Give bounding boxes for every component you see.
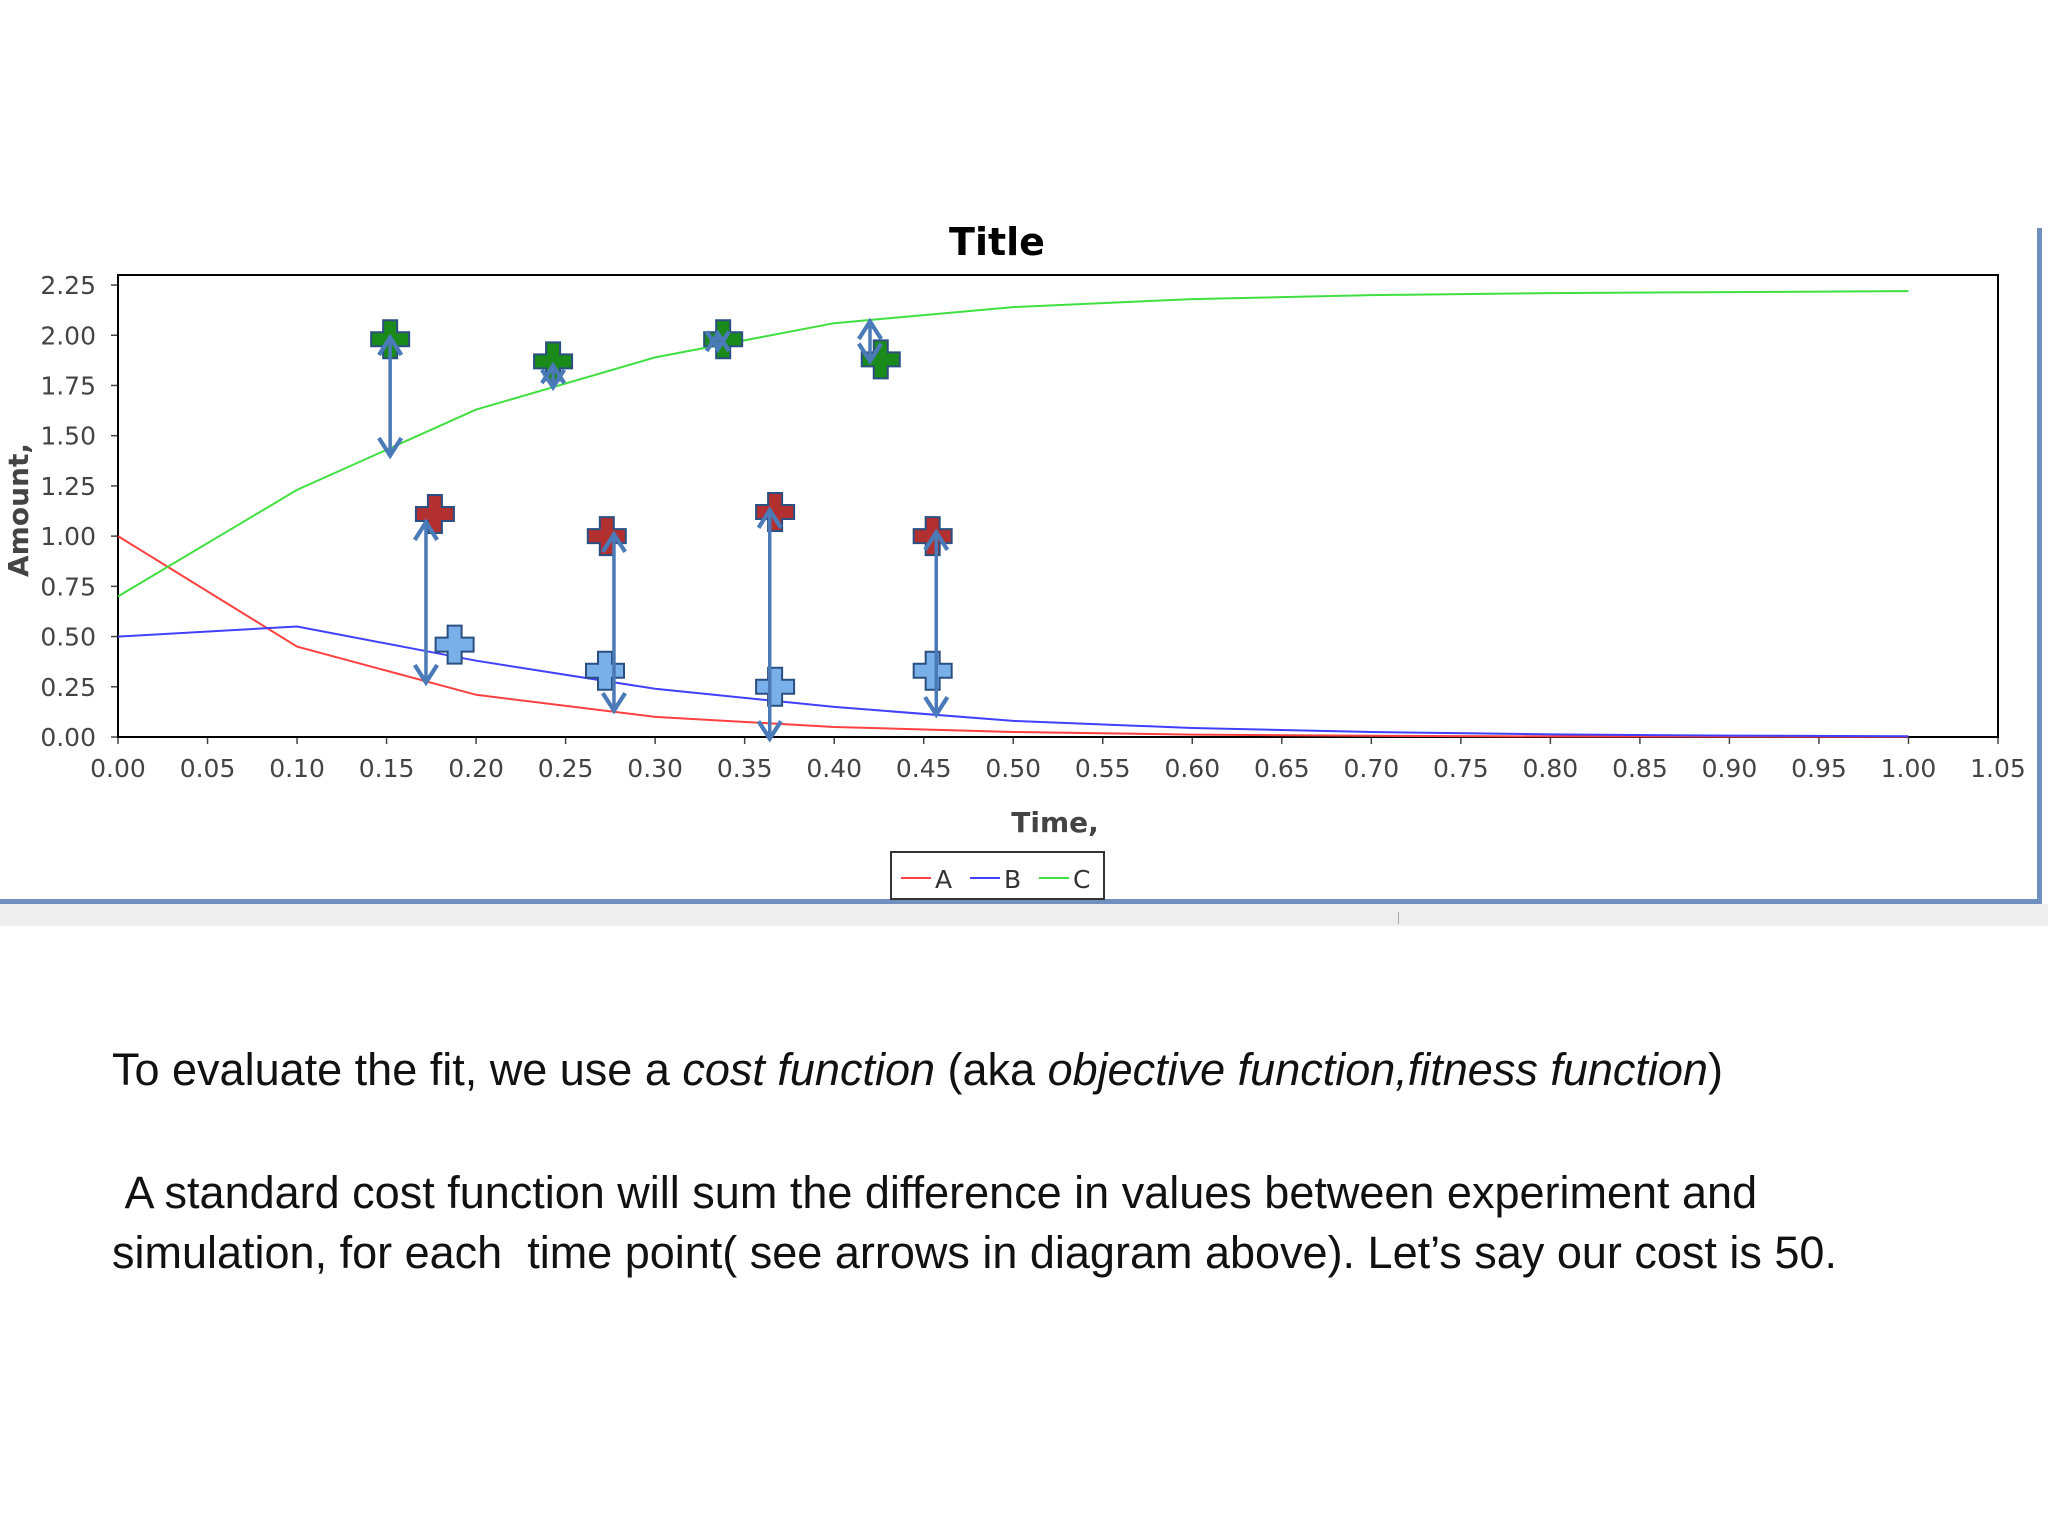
chart-panel-frame [0, 228, 2042, 904]
legend-label-a: A [935, 865, 952, 894]
p1-part-c: (aka [935, 1044, 1048, 1095]
x-tick-label: 0.35 [717, 754, 773, 783]
x-axis-label: Time, [1011, 806, 1099, 839]
y-tick-label: 1.50 [40, 422, 96, 451]
panel-status-strip [0, 904, 2048, 926]
x-tick-label: 0.75 [1433, 754, 1489, 783]
x-tick-label: 0.95 [1791, 754, 1847, 783]
y-tick-label: 0.25 [40, 673, 96, 702]
x-tick-label: 0.60 [1164, 754, 1220, 783]
x-tick-label: 0.00 [90, 754, 146, 783]
p1-part-e: ) [1707, 1044, 1723, 1095]
y-tick-label: 1.75 [40, 371, 96, 400]
chart: Title Amount, Time, 0.00 0.05 0.10 0.15 0.20… [2, 220, 2026, 900]
difference-arrows [377, 317, 950, 743]
x-tick-label: 0.10 [269, 754, 325, 783]
x-tick-label: 0.05 [180, 754, 236, 783]
chart-title: Title [949, 220, 1045, 264]
x-tick-label: 0.80 [1523, 754, 1579, 783]
axis-ticks: 0.00 0.05 0.10 0.15 0.20 0.25 0.30 0.35 0.40 0.45… [40, 271, 2026, 783]
x-tick-label: 0.45 [896, 754, 952, 783]
y-tick-label: 0.75 [40, 572, 96, 601]
data-point-a [414, 494, 455, 535]
x-tick-label: 0.90 [1702, 754, 1758, 783]
series-line-c [117, 290, 1909, 598]
legend: A B C [890, 851, 1105, 900]
x-tick-label: 0.85 [1612, 754, 1668, 783]
y-tick-label: 1.00 [40, 522, 96, 551]
p1-term-objective-function: objective function,fitness function [1047, 1044, 1708, 1095]
y-axis-label: Amount, [2, 443, 35, 577]
legend-label-b: B [1004, 865, 1021, 894]
paragraph-cost-function: To evaluate the fit, we use a cost funct… [112, 1040, 1723, 1100]
y-tick-label: 0.50 [40, 623, 96, 652]
x-tick-label: 0.20 [448, 754, 504, 783]
x-tick-label: 0.65 [1254, 754, 1310, 783]
p1-part-a: To evaluate the fit, we use a [112, 1044, 683, 1095]
x-tick-label: 0.15 [359, 754, 415, 783]
y-tick-label: 1.25 [40, 472, 96, 501]
legend-label-c: C [1073, 865, 1090, 894]
x-tick-label: 0.50 [985, 754, 1041, 783]
x-tick-label: 0.30 [627, 754, 683, 783]
paragraph-standard-cost: A standard cost function will sum the di… [112, 1167, 1837, 1278]
x-tick-label: 0.55 [1075, 754, 1131, 783]
legend-items: A B C [901, 865, 1090, 894]
y-tick-label: 2.00 [40, 321, 96, 350]
p1-term-cost-function: cost function [682, 1044, 936, 1095]
status-divider [1398, 912, 1399, 924]
x-tick-label: 0.70 [1343, 754, 1399, 783]
x-tick-label: 1.05 [1970, 754, 2026, 783]
x-tick-label: 1.00 [1881, 754, 1937, 783]
y-tick-label: 2.25 [40, 271, 96, 300]
x-tick-label: 0.40 [806, 754, 862, 783]
legend-box [890, 851, 1105, 900]
y-tick-label: 0.00 [40, 723, 96, 752]
x-tick-label: 0.25 [538, 754, 594, 783]
